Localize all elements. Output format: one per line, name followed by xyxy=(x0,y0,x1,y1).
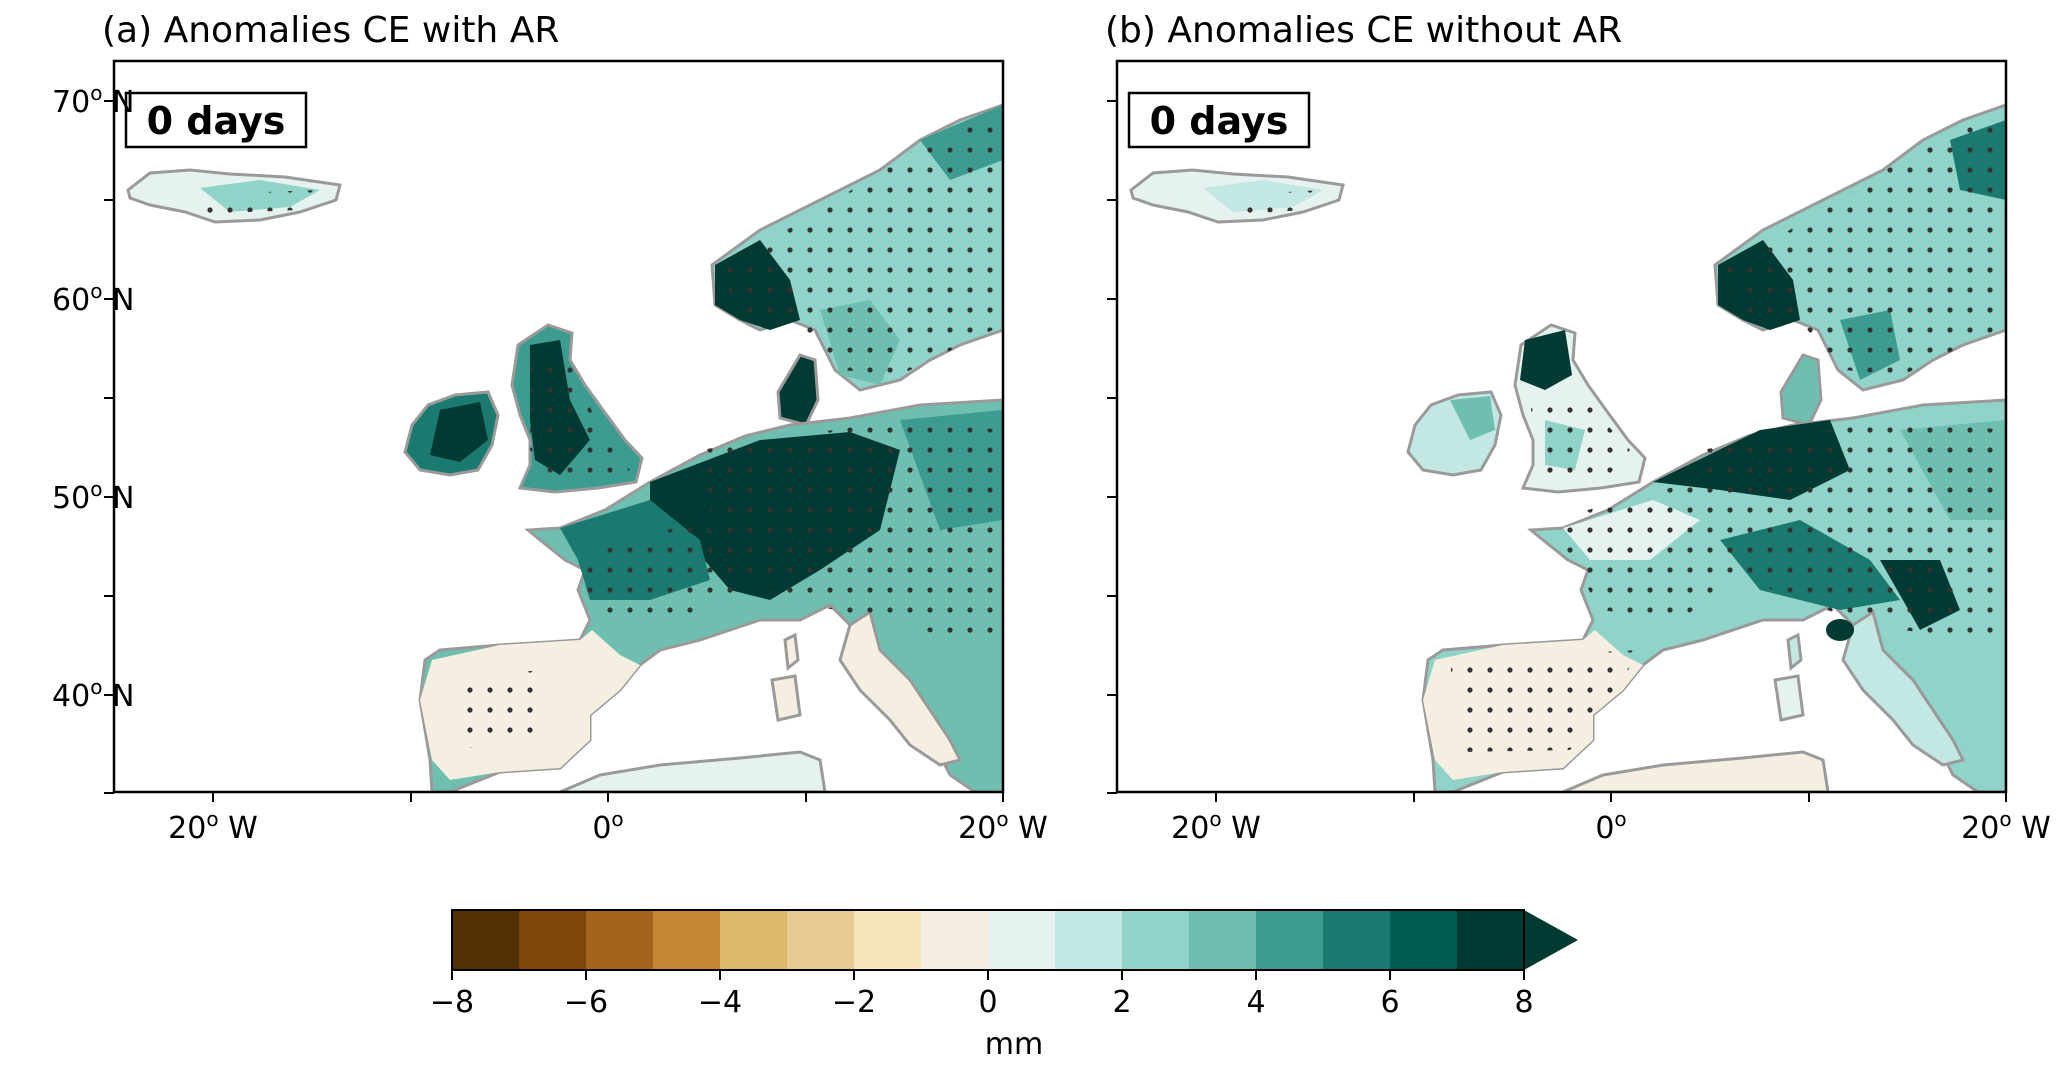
colorbar-tick-label: −4 xyxy=(698,985,742,1020)
panel-a-days-box xyxy=(124,91,308,149)
stipple-france xyxy=(1550,480,1760,620)
colorbar-swatch xyxy=(519,910,587,970)
lat-label-60: 60o N xyxy=(52,279,134,318)
panel-b-days-box xyxy=(1127,91,1311,149)
lat-label-50: 50o N xyxy=(52,477,134,516)
colorbar-swatch xyxy=(921,910,989,970)
colorbar-swatch xyxy=(1323,910,1391,970)
italy-hotspot xyxy=(1826,619,1854,641)
colorbar-swatch xyxy=(787,910,855,970)
stipple-britain xyxy=(530,360,630,485)
stipple-britain xyxy=(1530,395,1630,485)
panel-b-lon-ticks xyxy=(1215,792,2007,802)
colorbar-tick-label: −8 xyxy=(430,985,474,1020)
panel-b-title: (b) Anomalies CE without AR xyxy=(1105,10,1622,51)
stipple-france xyxy=(570,520,760,625)
sardinia xyxy=(770,674,802,722)
panel-b-days-label: 0 days xyxy=(1150,99,1289,143)
north-africa xyxy=(1562,750,1830,792)
denmark xyxy=(776,353,820,427)
panel-a-map xyxy=(114,61,1003,792)
colorbar-swatch xyxy=(653,910,721,970)
colorbar-tick-label: 0 xyxy=(978,985,997,1020)
colorbar-swatch xyxy=(1390,910,1458,970)
panel-a-lon-labels: 20o W 0o 20o W xyxy=(168,807,1048,846)
denmark xyxy=(1779,353,1823,427)
panel-b-frame xyxy=(1115,59,2008,794)
colorbar-tick-label: −2 xyxy=(832,985,876,1020)
colorbar-extend-arrow xyxy=(1524,910,1578,970)
lon-label-20w-right: 20o W xyxy=(1961,807,2051,846)
stipple-scandinavia xyxy=(1723,115,2006,375)
panel-a-lat-labels: 70o N 60o N 50o N 40o N xyxy=(52,81,134,714)
colorbar-swatch xyxy=(720,910,788,970)
panel-b-lat-ticks xyxy=(1107,100,1117,794)
lon-label-0: 0o xyxy=(592,807,623,846)
stipple-iberia xyxy=(1450,650,1640,752)
panel-a: (a) Anomalies CE with AR xyxy=(52,10,1048,846)
colorbar-swatch xyxy=(1122,910,1190,970)
panel-b-lon-labels: 20o W 0o 20o W xyxy=(1171,807,2051,846)
colorbar-label: mm xyxy=(985,1027,1043,1062)
stipple-central xyxy=(700,420,1003,650)
italy xyxy=(838,609,963,767)
panel-b: (b) Anomalies CE without AR xyxy=(1105,10,2051,846)
colorbar-swatch xyxy=(1055,910,1123,970)
corsica xyxy=(783,632,800,671)
lon-label-20w-right: 20o W xyxy=(958,807,1048,846)
colorbar-swatch xyxy=(1189,910,1257,970)
colorbar-tick-label: 6 xyxy=(1380,985,1399,1020)
panel-a-lat-ticks xyxy=(104,100,114,794)
colorbar-swatch xyxy=(586,910,654,970)
lat-label-70: 70o N xyxy=(52,81,134,120)
panel-a-lon-ticks xyxy=(212,792,1004,802)
corsica xyxy=(1786,632,1803,671)
colorbar-swatch xyxy=(988,910,1056,970)
colorbar-ticks: −8 −6 −4 −2 0 2 4 6 8 xyxy=(430,970,1534,1020)
colorbar-swatch xyxy=(1457,910,1525,970)
sardinia xyxy=(1773,674,1805,722)
panel-a-days-label: 0 days xyxy=(147,99,286,143)
colorbar-tick-label: 4 xyxy=(1246,985,1265,1020)
colorbar-swatches xyxy=(452,910,1525,970)
stipple-scandinavia xyxy=(720,115,1003,375)
panel-b-map xyxy=(1117,61,2006,792)
stipple-iberia xyxy=(450,670,545,748)
colorbar-swatch xyxy=(854,910,922,970)
lon-label-20w-left: 20o W xyxy=(168,807,258,846)
lon-label-0: 0o xyxy=(1595,807,1626,846)
panel-a-title: (a) Anomalies CE with AR xyxy=(102,10,559,51)
colorbar-tick-label: −6 xyxy=(564,985,608,1020)
lat-label-40: 40o N xyxy=(52,675,134,714)
colorbar-tick-label: 2 xyxy=(1112,985,1131,1020)
stipple-iceland xyxy=(190,190,320,214)
north-africa xyxy=(559,750,827,792)
colorbar-swatch xyxy=(452,910,520,970)
lon-label-20w-left: 20o W xyxy=(1171,807,1261,846)
italy xyxy=(1841,609,1966,767)
colorbar-swatch xyxy=(1256,910,1324,970)
stipple-central xyxy=(1700,420,2006,640)
panel-a-frame xyxy=(112,59,1005,794)
colorbar-tick-label: 8 xyxy=(1514,985,1533,1020)
colorbar: −8 −6 −4 −2 0 2 4 6 8 mm xyxy=(430,909,1578,1062)
stipple-iceland xyxy=(1233,190,1323,214)
